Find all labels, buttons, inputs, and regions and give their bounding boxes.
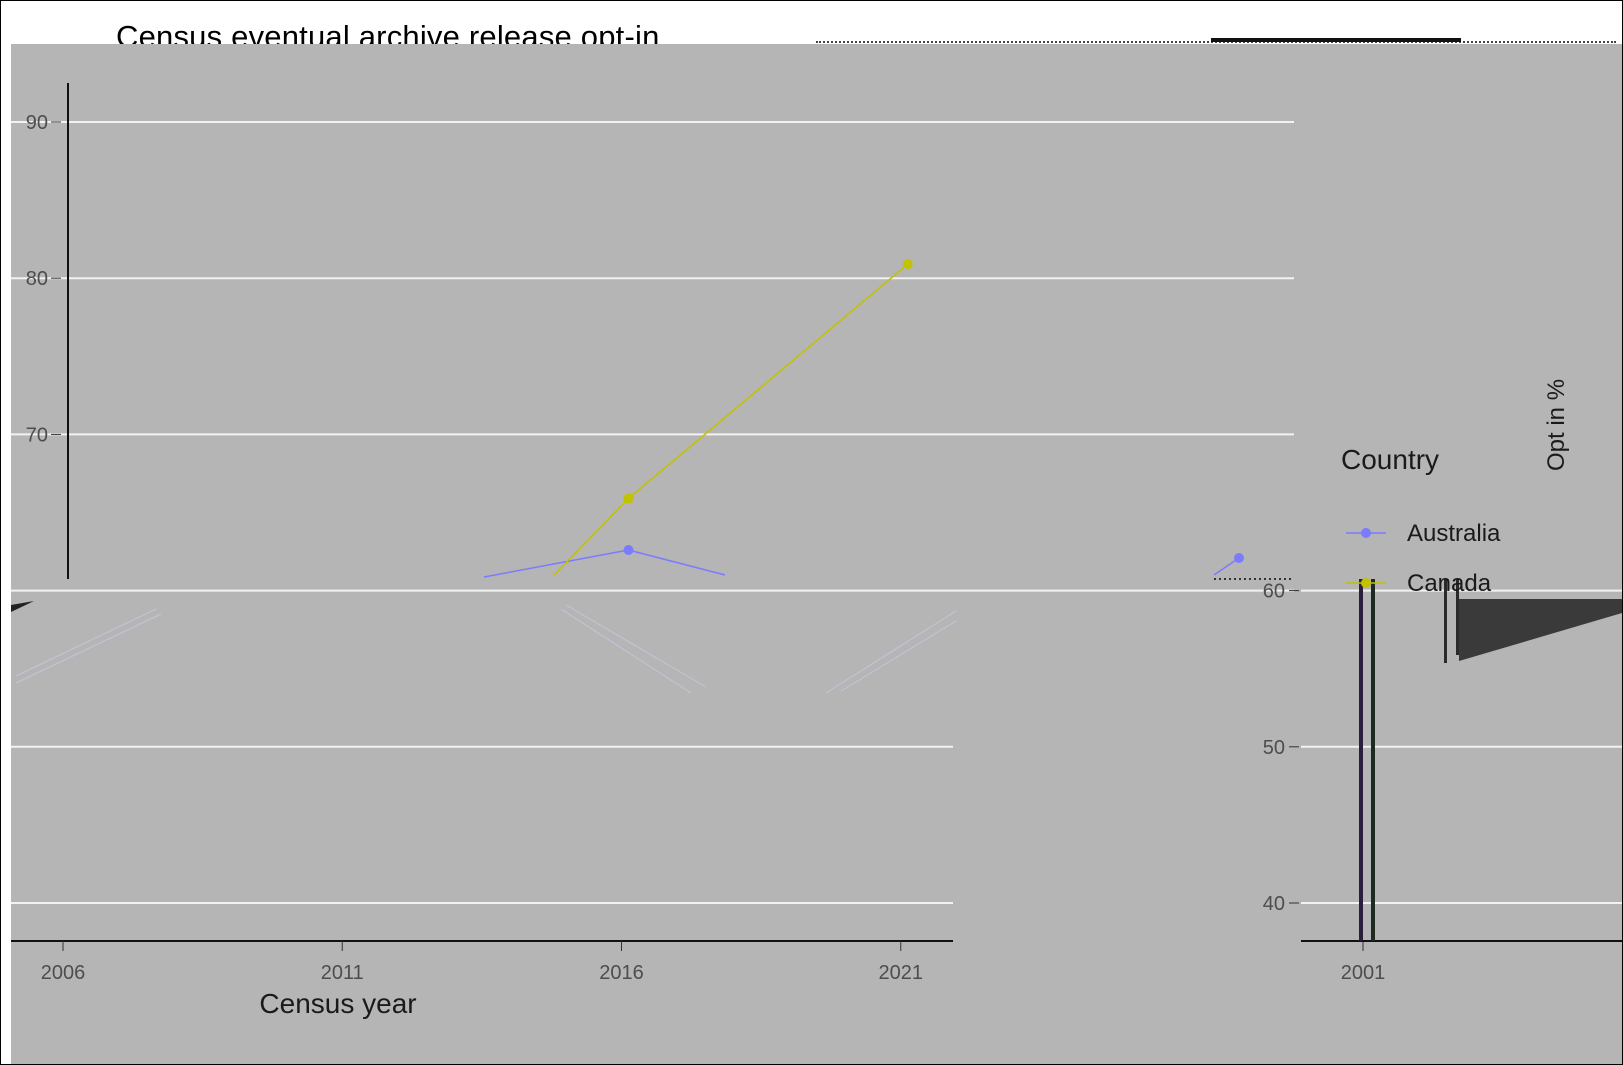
corner-artifact xyxy=(11,601,34,612)
australia-segment-main xyxy=(628,549,726,576)
australia-point-2016 xyxy=(623,544,634,555)
x-tick-label-2021: 2021 xyxy=(879,962,924,984)
x-tick-label-2006: 2006 xyxy=(41,962,86,984)
left-x-ticks: 2006 2011 2016 2021 xyxy=(41,941,923,984)
y-tick-label-70: 70 xyxy=(26,424,48,446)
legend-label-canada: Canada xyxy=(1407,570,1492,597)
stray-segment xyxy=(1213,557,1240,576)
plot-panel xyxy=(11,44,1622,1064)
legend: Country Australia Canada xyxy=(1341,444,1501,597)
right-y-tick-label-50: 50 xyxy=(1263,737,1285,759)
canada-segment-main xyxy=(628,263,909,500)
left-y-ticks: 70 80 90 xyxy=(26,112,61,446)
right-bars xyxy=(1359,579,1622,941)
bar-artifact-c xyxy=(1444,579,1447,663)
x-tick-label-2016: 2016 xyxy=(599,962,644,984)
right-y-tick-label-40: 40 xyxy=(1263,893,1285,915)
y-tick-label-80: 80 xyxy=(26,268,48,290)
right-grid xyxy=(1301,589,1622,904)
legend-title: Country xyxy=(1341,444,1439,475)
right-x-ticks: 2001 xyxy=(1341,941,1386,984)
canada-segment-lead xyxy=(553,497,630,576)
canada-point-2021 xyxy=(902,259,913,270)
wedge-artifact xyxy=(1459,599,1622,661)
right-y-tick-label-60: 60 xyxy=(1263,581,1285,603)
legend-marker-australia xyxy=(1361,528,1371,538)
right-y-ticks: 40 50 60 xyxy=(1263,581,1299,915)
bar-2001-a xyxy=(1359,579,1363,941)
top-dotted-line xyxy=(816,41,1616,45)
bar-artifact-d xyxy=(1456,579,1459,655)
y-tick-label-90: 90 xyxy=(26,112,48,134)
legend-items: Australia Canada xyxy=(1346,520,1501,597)
x-tick-label-2011: 2011 xyxy=(321,962,364,984)
legend-marker-canada xyxy=(1361,578,1371,588)
faint-lines-artifact xyxy=(15,604,957,694)
series-layer xyxy=(483,259,913,578)
x-axis-label: Census year xyxy=(259,988,416,1019)
legend-label-australia: Australia xyxy=(1407,520,1501,547)
top-bar-artifact xyxy=(1211,38,1461,42)
clipped-ylabel-artifact: Opt in % xyxy=(1543,379,1570,471)
bar-2001-b xyxy=(1371,579,1375,941)
left-grid xyxy=(11,121,1294,904)
canada-point-2016 xyxy=(623,493,634,504)
australia-segment-lead xyxy=(483,549,629,578)
right-x-tick-label-2001: 2001 xyxy=(1341,962,1386,984)
